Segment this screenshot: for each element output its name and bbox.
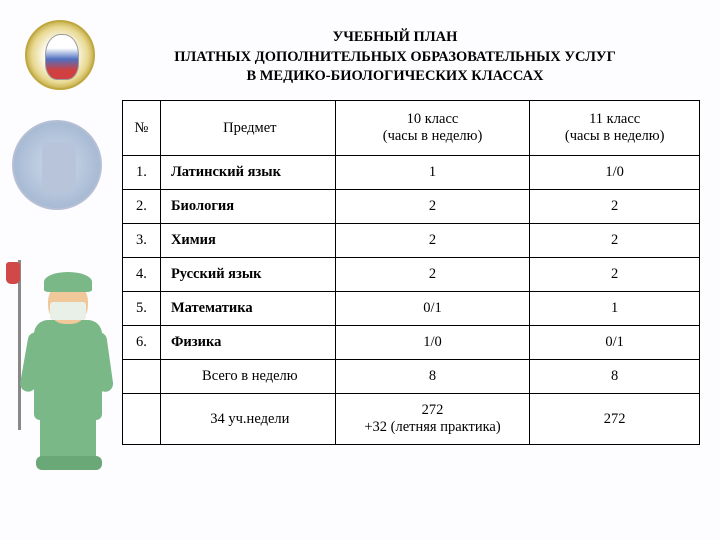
row-c10: 2: [335, 224, 530, 258]
curriculum-table: № Предмет 10 класс(часы в неделю) 11 кла…: [122, 100, 700, 445]
row-subject: Латинский язык: [160, 156, 335, 190]
row-number: 4.: [123, 258, 161, 292]
table-row: 6. Физика 1/0 0/1: [123, 326, 700, 360]
total-year-c11: 272: [530, 394, 700, 445]
row-c11: 1: [530, 292, 700, 326]
university-emblem: [25, 20, 95, 90]
title-line-3: В МЕДИКО-БИОЛОГИЧЕСКИХ КЛАССАХ: [100, 67, 690, 87]
header-subject: Предмет: [160, 101, 335, 156]
row-number: 6.: [123, 326, 161, 360]
row-subject: Химия: [160, 224, 335, 258]
row-c10: 1/0: [335, 326, 530, 360]
row-c11: 0/1: [530, 326, 700, 360]
table-row: 4. Русский язык 2 2: [123, 258, 700, 292]
total-week-label: Всего в неделю: [160, 360, 335, 394]
row-number: 3.: [123, 224, 161, 258]
table-row: 2. Биология 2 2: [123, 190, 700, 224]
row-number: 1.: [123, 156, 161, 190]
row-subject: Биология: [160, 190, 335, 224]
total-week-c10: 8: [335, 360, 530, 394]
page-title: УЧЕБНЫЙ ПЛАН ПЛАТНЫХ ДОПОЛНИТЕЛЬНЫХ ОБРА…: [100, 28, 690, 87]
row-c10: 2: [335, 190, 530, 224]
total-week-c11: 8: [530, 360, 700, 394]
table-body: 1. Латинский язык 1 1/0 2. Биология 2 2 …: [123, 156, 700, 445]
row-c11: 2: [530, 224, 700, 258]
total-year-c10: 272+32 (летняя практика): [335, 394, 530, 445]
row-subject: Физика: [160, 326, 335, 360]
total-week-row: Всего в неделю 8 8: [123, 360, 700, 394]
row-c11: 2: [530, 190, 700, 224]
header-number: №: [123, 101, 161, 156]
table-row: 1. Латинский язык 1 1/0: [123, 156, 700, 190]
header-class11: 11 класс(часы в неделю): [530, 101, 700, 156]
doctor-illustration: [10, 260, 115, 470]
row-c11: 1/0: [530, 156, 700, 190]
iso-quality-emblem: [12, 120, 102, 210]
empty-cell: [123, 360, 161, 394]
total-year-label: 34 уч.недели: [160, 394, 335, 445]
table-row: 3. Химия 2 2: [123, 224, 700, 258]
row-number: 2.: [123, 190, 161, 224]
total-year-row: 34 уч.недели 272+32 (летняя практика) 27…: [123, 394, 700, 445]
title-line-1: УЧЕБНЫЙ ПЛАН: [100, 28, 690, 48]
empty-cell: [123, 394, 161, 445]
table-header-row: № Предмет 10 класс(часы в неделю) 11 кла…: [123, 101, 700, 156]
row-c10: 0/1: [335, 292, 530, 326]
row-subject: Математика: [160, 292, 335, 326]
row-c11: 2: [530, 258, 700, 292]
table-row: 5. Математика 0/1 1: [123, 292, 700, 326]
row-number: 5.: [123, 292, 161, 326]
title-line-2: ПЛАТНЫХ ДОПОЛНИТЕЛЬНЫХ ОБРАЗОВАТЕЛЬНЫХ У…: [100, 48, 690, 68]
row-subject: Русский язык: [160, 258, 335, 292]
row-c10: 2: [335, 258, 530, 292]
row-c10: 1: [335, 156, 530, 190]
header-class10: 10 класс(часы в неделю): [335, 101, 530, 156]
